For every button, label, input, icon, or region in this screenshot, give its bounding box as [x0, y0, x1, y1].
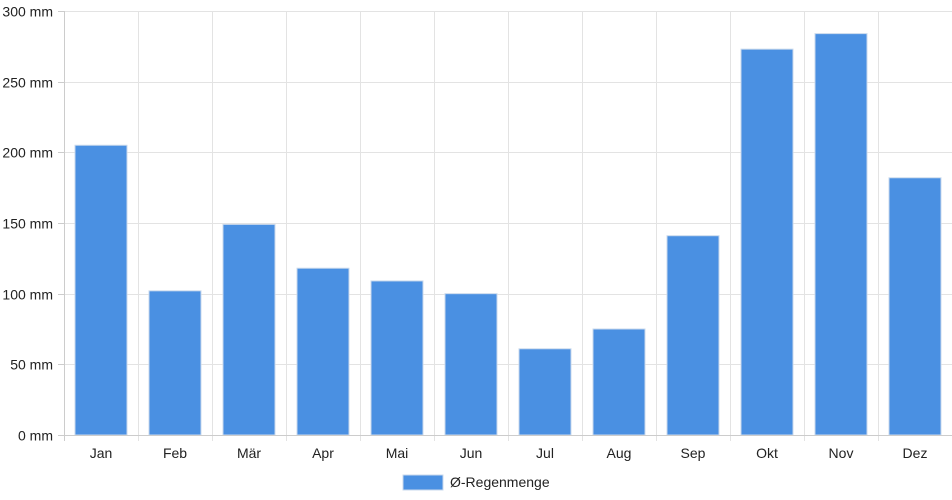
x-tick-label: Jan [90, 445, 113, 461]
bar-dez[interactable] [888, 177, 942, 436]
bar-feb[interactable] [148, 290, 202, 436]
y-tick-label: 250 mm [2, 75, 53, 91]
x-tick-label: Jul [536, 445, 554, 461]
x-tick-label: Jun [460, 445, 483, 461]
x-tick-label: Okt [756, 445, 778, 461]
bar-sep[interactable] [666, 235, 720, 436]
x-tick-label: Mai [386, 445, 409, 461]
y-tick-label: 0 mm [18, 428, 53, 444]
y-tick-label: 300 mm [2, 4, 53, 20]
axes [58, 11, 952, 436]
bar-mär[interactable] [222, 223, 276, 436]
bar-okt[interactable] [740, 48, 794, 436]
y-tick-label: 200 mm [2, 145, 53, 161]
bar-jun[interactable] [444, 293, 498, 436]
x-tick-label: Feb [163, 445, 187, 461]
bar-jul[interactable] [518, 348, 572, 436]
x-tick-label: Apr [312, 445, 334, 461]
y-tick-label: 50 mm [10, 357, 53, 373]
x-tick-label: Nov [829, 445, 854, 461]
y-tick-label: 150 mm [2, 216, 53, 232]
grid-lines [64, 11, 952, 441]
y-tick-label: 100 mm [2, 287, 53, 303]
legend-swatch[interactable] [402, 474, 444, 491]
x-tick-labels: Jan Feb Mär Apr Mai Jun Jul Aug Sep Okt Nov Dez [90, 445, 928, 461]
x-tick-label: Mär [237, 445, 261, 461]
x-tick-label: Aug [607, 445, 632, 461]
bar-jan[interactable] [74, 144, 128, 436]
x-tick-label: Sep [681, 445, 706, 461]
legend-label[interactable]: Ø-Regenmenge [450, 474, 550, 490]
bar-aug[interactable] [592, 328, 646, 436]
y-tick-labels: 0 mm 50 mm 100 mm 150 mm 200 mm 250 mm 300 mm [2, 4, 53, 444]
bar-nov[interactable] [814, 33, 868, 436]
x-tick-label: Dez [903, 445, 928, 461]
bars [74, 33, 942, 436]
bar-apr[interactable] [296, 267, 350, 436]
bar-mai[interactable] [370, 280, 424, 436]
legend[interactable]: Ø-Regenmenge [402, 474, 550, 491]
